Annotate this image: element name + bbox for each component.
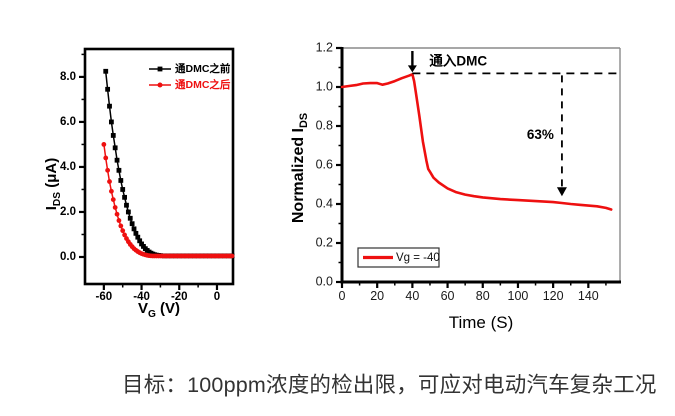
response-series-line-0 [340, 73, 613, 211]
square-marker [112, 145, 118, 151]
gas-in-arrowhead [407, 65, 417, 73]
response-y-tick-label: 0.8 [316, 118, 333, 132]
square-marker [108, 119, 114, 125]
response-y-tick-label: 0.2 [316, 235, 333, 249]
square-marker [105, 86, 111, 92]
transfer-y-tick-label: 8.0 [60, 71, 76, 83]
transfer-x-tick-label: -20 [171, 291, 188, 303]
response-x-axis-title: Time (S) [449, 313, 514, 332]
circle-marker [107, 179, 112, 184]
square-marker [137, 238, 143, 244]
transfer-y-tick-label: 0.0 [60, 251, 76, 263]
transfer-y-tick-label: 6.0 [60, 116, 76, 128]
square-marker [114, 157, 120, 163]
legend-label: Vg = -40 [396, 252, 440, 264]
drop-arrowhead [556, 187, 567, 197]
square-marker [125, 209, 131, 215]
gas-in-label: 通入DMC [429, 53, 487, 68]
circle-marker [120, 228, 126, 234]
transfer-series-line-0 [104, 70, 233, 257]
response-y-tick-label: 0.0 [316, 274, 333, 288]
circle-marker [122, 232, 127, 238]
response-x-tick-label: 120 [543, 289, 564, 303]
square-marker [103, 68, 109, 74]
transfer-x-tick-label: 0 [214, 291, 220, 303]
response-x-tick-label: 80 [476, 289, 490, 303]
response-x-tick-label: 60 [441, 289, 455, 303]
circle-marker [105, 167, 111, 173]
transfer-x-tick-label: -60 [96, 291, 113, 303]
square-marker [107, 103, 112, 109]
square-marker [120, 187, 126, 192]
circle-marker [101, 142, 107, 147]
square-marker [139, 241, 144, 247]
transfer-series-line-1 [103, 143, 233, 257]
circle-marker [112, 205, 118, 210]
circle-marker [229, 253, 235, 259]
transfer-y-tick-label: 2.0 [60, 206, 76, 218]
response-y-tick-label: 1.2 [316, 40, 333, 54]
response-x-tick-label: 100 [508, 289, 529, 303]
legend-label: 通DMC之前 [175, 62, 231, 75]
legend-label: 通DMC之后 [175, 78, 231, 91]
transfer-y-tick-label: 4.0 [60, 161, 76, 173]
square-marker [131, 226, 137, 232]
square-marker [135, 234, 141, 240]
transfer-y-axis-title: IDS (μA) [43, 158, 63, 211]
circle-marker [114, 211, 120, 217]
transfer-x-tick-label: -40 [133, 291, 150, 303]
response-y-axis-title: Normalized IDS [290, 113, 310, 223]
square-marker [133, 230, 139, 236]
circle-marker [116, 218, 122, 223]
transfer-x-axis-title: VG (V) [138, 300, 180, 320]
response-x-tick-label: 140 [578, 289, 599, 303]
legend-square-marker [157, 66, 163, 72]
circle-marker [118, 223, 124, 229]
square-marker [116, 167, 122, 173]
response-y-tick-label: 0.6 [316, 157, 333, 171]
response-y-tick-label: 1.0 [316, 79, 333, 93]
square-marker [122, 194, 127, 200]
square-marker [127, 215, 133, 221]
response-x-tick-label: 0 [339, 289, 346, 303]
response-x-tick-label: 40 [405, 289, 419, 303]
circle-marker [110, 197, 116, 202]
drop-percent-label: 63% [527, 127, 554, 142]
circle-marker [108, 188, 114, 194]
response-x-tick-label: 20 [370, 289, 384, 303]
legend-box [357, 247, 440, 268]
response-y-tick-label: 0.4 [316, 196, 333, 210]
circle-marker [103, 155, 109, 161]
square-marker [110, 133, 116, 138]
square-marker [124, 202, 129, 208]
legend-circle-marker [157, 82, 163, 88]
square-marker [129, 221, 135, 227]
caption-text: 目标：100ppm浓度的检出限，可应对电动汽车复杂工况 [122, 373, 657, 397]
square-marker [118, 178, 124, 183]
